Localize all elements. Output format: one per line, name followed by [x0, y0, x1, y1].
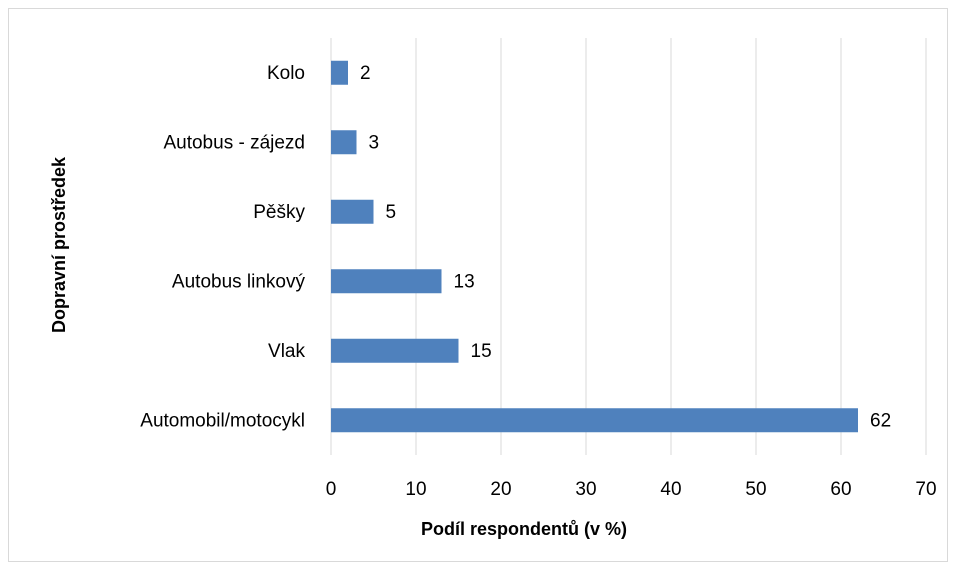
chart-border	[8, 8, 948, 562]
bar	[331, 199, 374, 224]
x-tick-label: 50	[745, 479, 766, 500]
data-label: 2	[360, 63, 371, 84]
y-tick-label: Vlak	[268, 341, 305, 362]
bar	[331, 338, 459, 363]
bar	[331, 408, 858, 433]
data-label: 13	[454, 271, 475, 292]
x-tick-label: 40	[660, 479, 681, 500]
x-tick-label: 20	[490, 479, 511, 500]
bar	[331, 60, 348, 85]
bar	[331, 130, 357, 155]
data-label: 62	[870, 410, 891, 431]
x-axis-label: Podíl respondentů (v %)	[421, 519, 627, 539]
y-axis-label: Dopravní prostředek	[49, 156, 69, 333]
x-tick-label: 70	[915, 479, 936, 500]
x-tick-label: 60	[830, 479, 851, 500]
x-tick-label: 0	[326, 479, 337, 500]
y-tick-label: Kolo	[267, 63, 305, 84]
data-label: 3	[369, 132, 380, 153]
y-tick-label: Pěšky	[253, 202, 305, 223]
y-tick-label: Automobil/motocykl	[140, 410, 305, 431]
x-tick-label: 10	[405, 479, 426, 500]
y-tick-label: Autobus - zájezd	[163, 132, 305, 153]
y-tick-label: Autobus linkový	[172, 271, 306, 292]
x-tick-label: 30	[575, 479, 596, 500]
data-label: 5	[386, 202, 397, 223]
bar	[331, 269, 442, 294]
data-label: 15	[471, 341, 492, 362]
